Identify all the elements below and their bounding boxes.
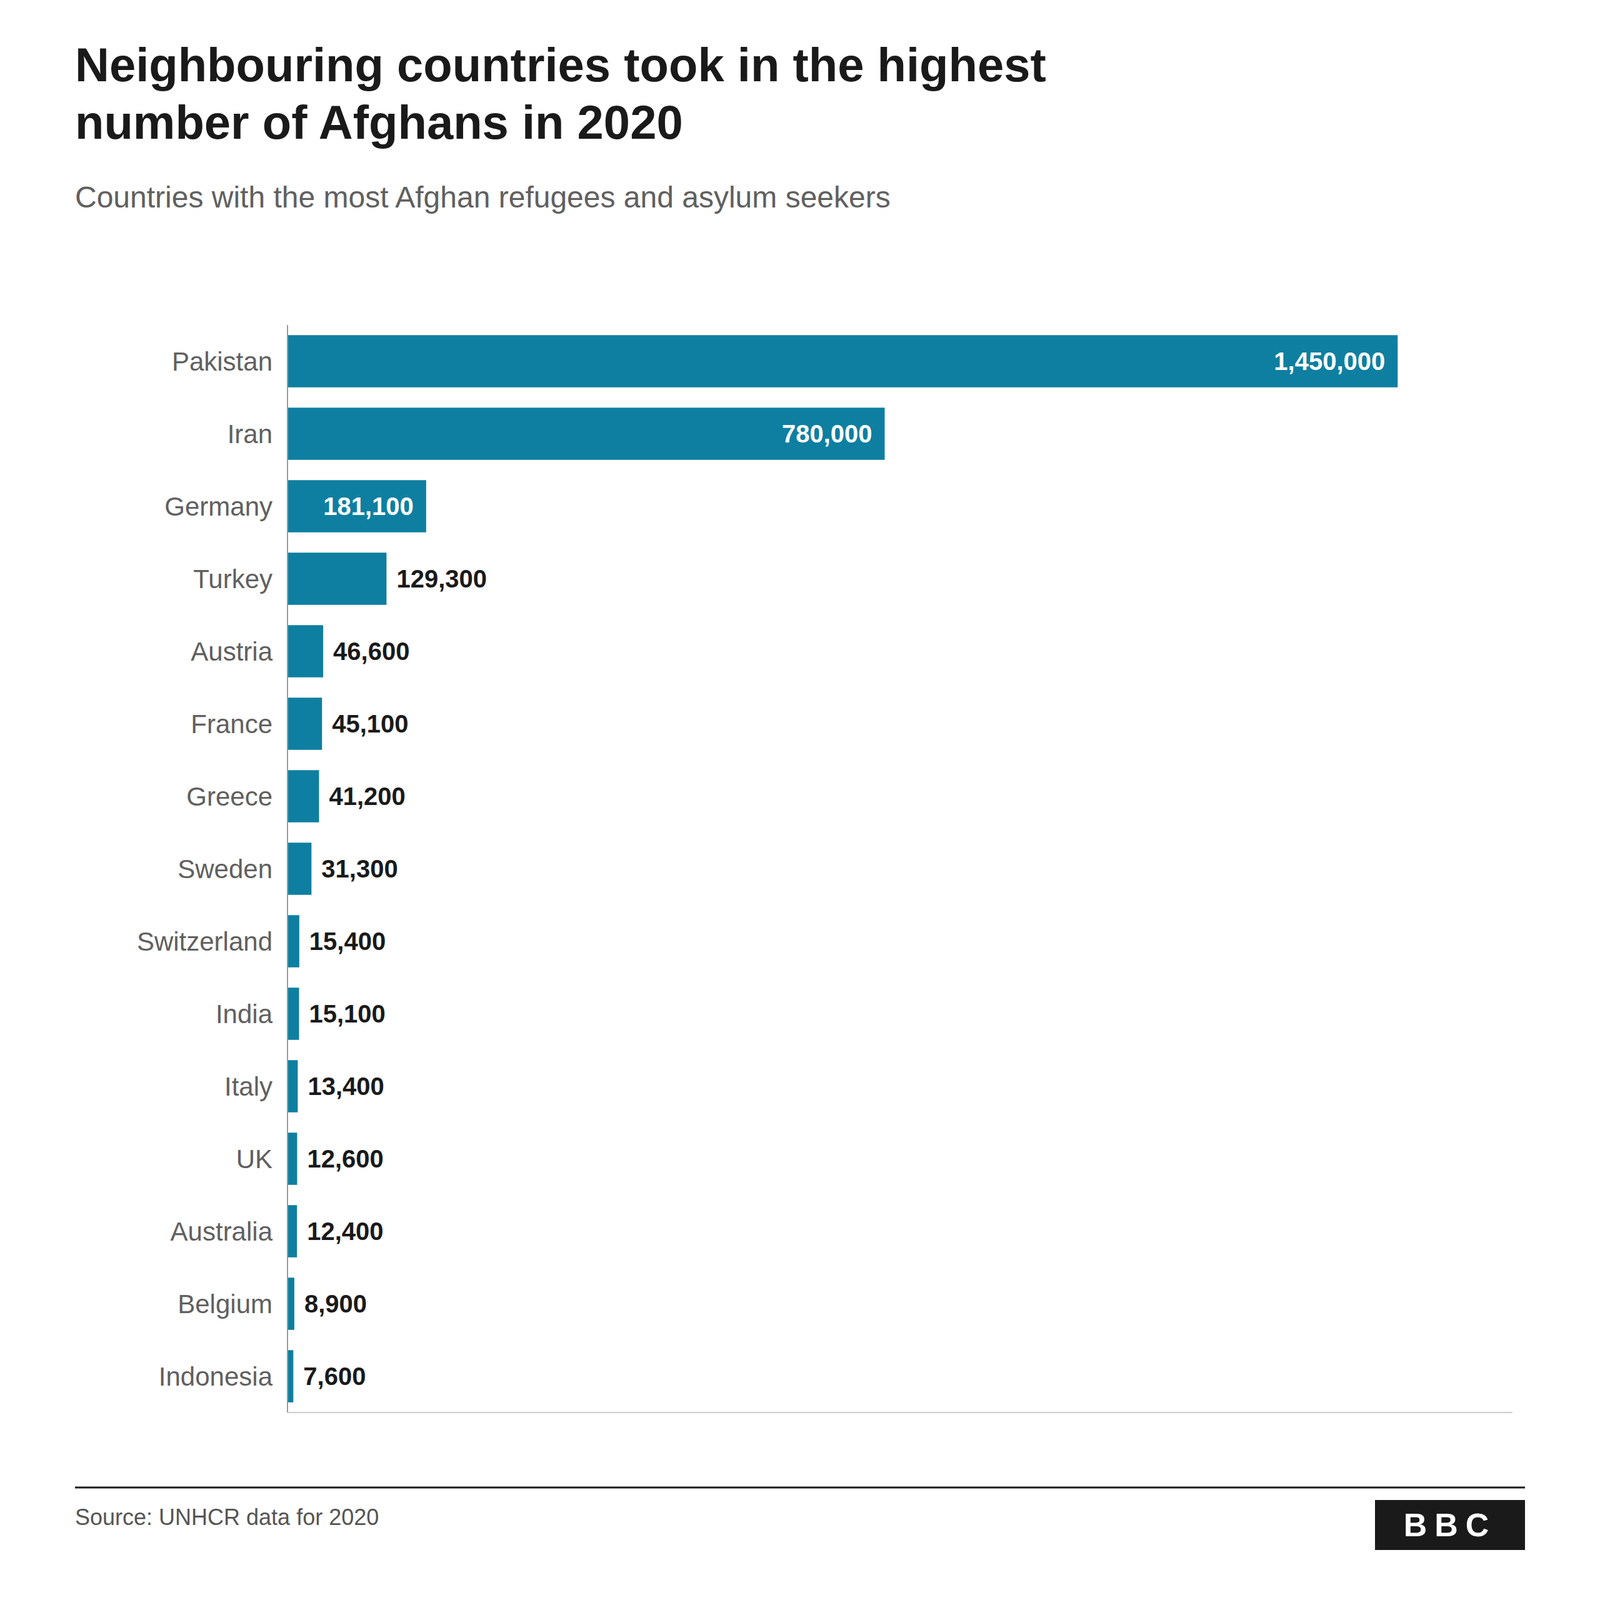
y-tick-label: Switzerland bbox=[136, 926, 273, 957]
data-label: 41,200 bbox=[328, 782, 405, 810]
background bbox=[0, 0, 1600, 1600]
bar bbox=[287, 842, 312, 895]
subtitle: Countries with the most Afghan refugees … bbox=[75, 180, 891, 214]
bar bbox=[287, 915, 300, 968]
y-tick-label: UK bbox=[236, 1144, 273, 1174]
data-label: 7,600 bbox=[303, 1362, 366, 1390]
bar bbox=[287, 770, 319, 823]
title-line: Neighbouring countries took in the highe… bbox=[75, 38, 1047, 92]
data-label: 8,900 bbox=[304, 1290, 367, 1318]
y-tick-label: Germany bbox=[164, 491, 273, 522]
data-label: 181,100 bbox=[323, 492, 414, 520]
logo-box bbox=[1375, 1500, 1525, 1550]
y-tick-label: Turkey bbox=[193, 564, 273, 594]
bar bbox=[287, 552, 387, 605]
data-label: 129,300 bbox=[396, 565, 487, 593]
bar bbox=[287, 407, 885, 460]
bar bbox=[287, 480, 427, 533]
chart: Neighbouring countries took in the highe… bbox=[0, 0, 1600, 1600]
bars bbox=[287, 335, 1398, 1403]
y-tick-label: Austria bbox=[190, 636, 273, 667]
y-tick-label: Pakistan bbox=[171, 346, 273, 377]
bar bbox=[287, 625, 324, 678]
y-tick-label: Indonesia bbox=[158, 1361, 274, 1392]
bar bbox=[287, 1277, 295, 1330]
data-label: 780,000 bbox=[781, 420, 873, 448]
y-axis: Pakistan Iran Germany Turkey Austria France Gr… bbox=[136, 325, 1513, 1413]
bar bbox=[287, 697, 322, 750]
title: Neighbouring countries took in the highe… bbox=[75, 38, 1047, 149]
footer-rule bbox=[75, 1486, 1525, 1489]
data-label: 12,600 bbox=[306, 1145, 384, 1173]
data-labels: 1,450,000 780,000 181,100 129,300 46,600 45,1… bbox=[303, 347, 1385, 1390]
data-label: 15,100 bbox=[308, 1000, 385, 1028]
annotation: BBC bbox=[1403, 1506, 1497, 1544]
y-tick-label: Iran bbox=[227, 419, 273, 449]
data-label: 12,400 bbox=[306, 1217, 384, 1245]
bar bbox=[287, 1350, 294, 1403]
data-label: 46,600 bbox=[333, 637, 410, 665]
y-tick-label: Australia bbox=[170, 1216, 274, 1247]
bar bbox=[287, 1205, 297, 1258]
bar bbox=[287, 987, 299, 1040]
source: Source: UNHCR data for 2020 bbox=[75, 1504, 379, 1530]
y-tick-label: Belgium bbox=[177, 1289, 273, 1319]
y-tick-label: Sweden bbox=[177, 854, 273, 884]
logo: BBC bbox=[1375, 1500, 1525, 1550]
data-label: 31,300 bbox=[321, 855, 398, 883]
y-axis-line bbox=[286, 325, 289, 1413]
x-axis-line bbox=[287, 1411, 1513, 1414]
data-label: 1,450,000 bbox=[1273, 347, 1385, 375]
data-label: 15,400 bbox=[309, 927, 386, 955]
bar bbox=[287, 335, 1398, 388]
y-tick-label: Greece bbox=[186, 781, 273, 812]
title-line: number of Afghans in 2020 bbox=[75, 95, 684, 149]
y-tick-label: Italy bbox=[224, 1071, 273, 1102]
bar bbox=[287, 1060, 298, 1113]
data-label: 45,100 bbox=[331, 710, 409, 738]
bar bbox=[287, 1132, 297, 1185]
y-tick-label: France bbox=[190, 709, 273, 739]
y-tick-label: India bbox=[215, 999, 274, 1029]
data-label: 13,400 bbox=[307, 1072, 384, 1100]
